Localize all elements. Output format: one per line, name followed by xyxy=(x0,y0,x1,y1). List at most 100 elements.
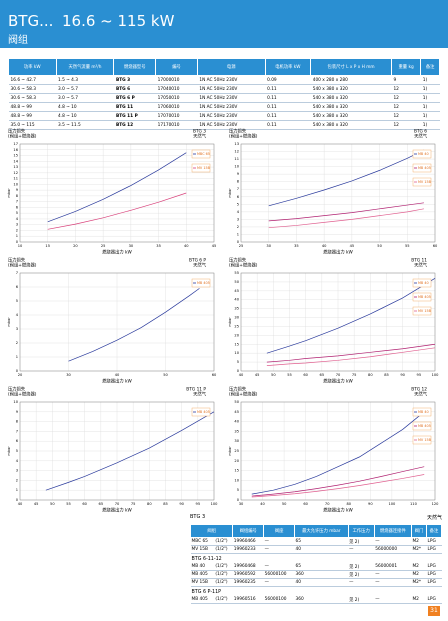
y-tick-label: 5 xyxy=(16,211,18,215)
table-cell: MV 15B xyxy=(190,578,215,587)
y-tick-label: 50 xyxy=(234,280,239,284)
chart-title: BTG 6 P xyxy=(189,258,206,264)
x-tick-label: 70 xyxy=(325,502,330,506)
y-tick-label: 5 xyxy=(237,202,239,206)
chart-subtitle: 天然气 xyxy=(193,133,207,140)
x-tick-label: 50 xyxy=(50,502,55,506)
y-tick-label: 0 xyxy=(16,240,19,244)
y-unit: mbar xyxy=(7,188,11,198)
table-cell: 4.8 ~ 10 xyxy=(56,111,114,121)
table-cell: 65 xyxy=(294,563,349,571)
column-header: 燃烧器连接件 xyxy=(373,524,412,538)
y-axis-note: (阀组+燃烧器) xyxy=(229,391,258,398)
y-tick-label: 17 xyxy=(13,142,18,146)
table-cell: M2* xyxy=(411,545,427,554)
y-tick-label: 35 xyxy=(234,429,239,433)
x-tick-label: 40 xyxy=(239,373,244,377)
series-line xyxy=(268,202,424,222)
y-axis-note: (阀组+燃烧器) xyxy=(229,262,258,269)
legend-label: MV 15B xyxy=(418,438,432,442)
table-cell: MB 405 xyxy=(190,570,215,579)
table-row: 35.0 ~ 115 3.5 ~ 11.5 BTG 12 17170010 1N AC … xyxy=(8,120,440,130)
table-cell: 4.8 ~ 10 xyxy=(56,102,114,112)
x-tick-label: 65 xyxy=(320,373,325,377)
table-cell: 540 x 380 x 320 xyxy=(310,102,392,112)
x-tick-label: 60 xyxy=(303,373,308,377)
y-tick-label: 8 xyxy=(16,194,19,198)
table-cell: 48.8 ~ 99 xyxy=(8,111,57,121)
x-tick-label: 25 xyxy=(239,244,244,248)
legend-label: MB 405 xyxy=(418,424,431,428)
y-tick-label: 4 xyxy=(16,217,19,221)
column-header: 备注 xyxy=(420,58,440,76)
table-cell: 56000100 xyxy=(263,596,295,604)
y-tick-label: 25 xyxy=(234,449,239,453)
y-tick-label: 2 xyxy=(16,478,18,482)
table-cell: 56000000 xyxy=(374,545,412,554)
column-header: 工作压力 xyxy=(347,524,375,538)
table-cell: — xyxy=(348,578,375,587)
x-tick-label: 30 xyxy=(129,244,134,248)
x-tick-label: 110 xyxy=(410,502,418,506)
plot-frame xyxy=(240,401,436,501)
table-cell: LPG xyxy=(426,563,442,571)
section-title: BTG 6-11-12 xyxy=(191,557,222,562)
table-cell: 12 xyxy=(391,84,421,94)
column-header: 燃烧器型号 xyxy=(113,58,157,76)
legend-box xyxy=(412,163,432,173)
y-tick-label: 2 xyxy=(16,228,18,232)
legend-label: MB 40 xyxy=(418,410,429,414)
table-cell: 56000100 xyxy=(263,570,295,579)
table-cell: 3.0 ~ 5.7 xyxy=(56,93,114,103)
y-tick-label: 0 xyxy=(237,240,240,244)
table-cell: BTG 11 xyxy=(113,102,156,112)
table-row: 48.8 ~ 99 4.8 ~ 10 BTG 11 P 17070010 1N AC 5… xyxy=(8,111,440,121)
series-line xyxy=(45,411,215,491)
column-header: 编号 xyxy=(155,58,198,76)
column-header: 功率 kW xyxy=(8,58,57,76)
table-cell: 见 2) xyxy=(348,570,375,579)
x-tick-label: 30 xyxy=(239,502,244,506)
y-tick-label: 16 xyxy=(13,148,18,152)
table-cell: — xyxy=(374,570,412,579)
x-tick-label: 40 xyxy=(260,502,265,506)
legend-box xyxy=(191,407,211,417)
table-cell: MV 15B xyxy=(190,545,215,554)
x-tick-label: 90 xyxy=(368,502,373,506)
y-tick-label: 0 xyxy=(237,498,240,502)
table-row: MBC 65 (1/2") 19960466—65 见 2) — M2 LPG xyxy=(190,537,442,546)
legend-box xyxy=(191,278,211,288)
x-tick-label: 100 xyxy=(211,502,219,506)
gas-type: 天然气 xyxy=(426,515,442,521)
table-cell: 360 xyxy=(294,596,349,604)
table-cell: 见 2) xyxy=(348,537,375,546)
y-tick-label: 10 xyxy=(13,182,18,186)
table-cell: 30.6 ~ 58.3 xyxy=(8,93,57,103)
table-cell: LPG xyxy=(426,596,442,604)
section-title: BTG 6 P-11P xyxy=(191,590,222,595)
legend-label: MV 15B xyxy=(418,309,432,313)
y-tick-label: 1 xyxy=(16,234,18,238)
y-tick-label: 30 xyxy=(234,316,239,320)
y-axis-note: (阀组+燃烧器) xyxy=(229,133,258,140)
table-cell: 19960233 xyxy=(232,545,264,554)
x-tick-label: 80 xyxy=(346,502,351,506)
x-tick-label: 80 xyxy=(368,373,373,377)
y-tick-label: 50 xyxy=(234,400,239,404)
section-row: BTG 6 P-11P xyxy=(191,587,442,597)
legend-label: MV 15B xyxy=(197,166,211,170)
table-cell: — xyxy=(263,563,295,571)
table-cell: 360 xyxy=(294,570,349,579)
column-header: 天然气流量 m³/h xyxy=(55,58,115,76)
y-tick-label: 10 xyxy=(234,351,239,355)
y-tick-label: 3 xyxy=(16,469,18,473)
table-cell: LPG xyxy=(426,545,442,554)
y-tick-label: 4 xyxy=(16,459,19,463)
y-unit: mbar xyxy=(7,446,11,456)
legend-box xyxy=(412,149,432,159)
y-tick-label: 9 xyxy=(16,188,19,192)
legend-box xyxy=(412,306,432,316)
table-cell: LPG xyxy=(426,578,442,587)
table-cell: 19960235 xyxy=(232,578,264,587)
